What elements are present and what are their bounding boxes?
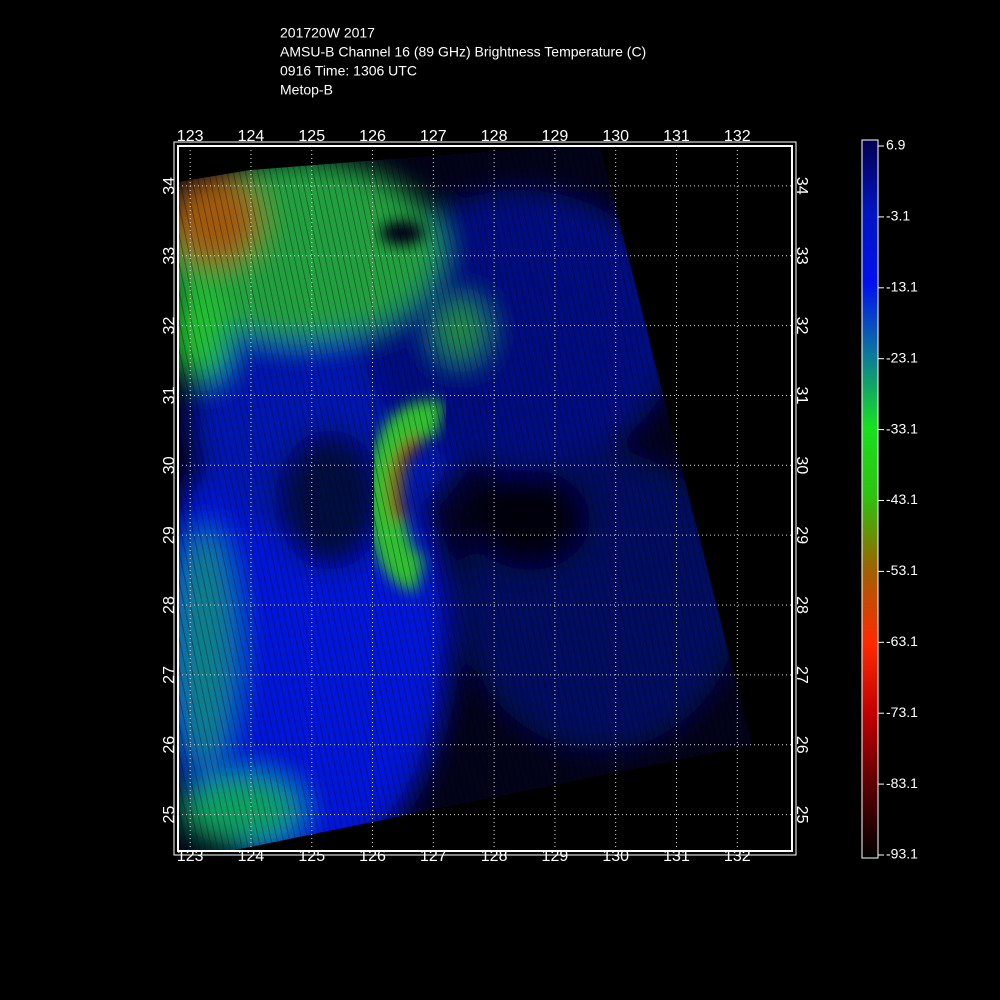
lat-tick-label: 27	[793, 666, 810, 684]
lon-tick-label: 128	[481, 128, 508, 145]
lat-tick-label: 34	[793, 177, 810, 195]
lat-tick-label: 28	[793, 596, 810, 614]
lon-tick-label: 129	[542, 848, 569, 865]
colorbar-tick-label: -3.1	[886, 208, 910, 224]
lat-tick-label: 29	[793, 526, 810, 544]
lon-tick-label: 124	[238, 848, 265, 865]
lat-tick-label: 29	[161, 526, 178, 544]
lon-tick-label: 131	[663, 128, 690, 145]
lat-tick-label: 34	[161, 177, 178, 195]
lat-tick-label: 32	[161, 317, 178, 335]
lon-tick-label: 132	[724, 848, 751, 865]
colorbar-tick-label: -13.1	[886, 279, 918, 295]
lon-tick-label: 124	[238, 128, 265, 145]
lat-tick-label: 26	[793, 736, 810, 754]
lon-tick-label: 131	[663, 848, 690, 865]
lon-tick-label: 123	[177, 128, 204, 145]
lat-tick-label: 33	[161, 247, 178, 265]
imagery	[178, 146, 752, 851]
colorbar	[861, 139, 879, 859]
lon-tick-label: 130	[602, 128, 629, 145]
lon-tick-label: 123	[177, 848, 204, 865]
map-frame	[177, 145, 793, 852]
lon-tick-label: 126	[359, 848, 386, 865]
lon-tick-label: 125	[298, 128, 325, 145]
lon-tick-label: 132	[724, 128, 751, 145]
colorbar-tick-label: -83.1	[886, 775, 918, 791]
lat-tick-label: 26	[161, 736, 178, 754]
lat-tick-label: 31	[793, 387, 810, 405]
colorbar-tick-label: -23.1	[886, 349, 918, 365]
colorbar-tick-label: -53.1	[886, 562, 918, 578]
title-line: 0916 Time: 1306 UTC	[280, 63, 417, 79]
lat-tick-label: 27	[161, 666, 178, 684]
lon-tick-label: 128	[481, 848, 508, 865]
lat-tick-label: 32	[793, 317, 810, 335]
lat-tick-label: 25	[793, 806, 810, 824]
lon-tick-label: 127	[420, 848, 447, 865]
lat-tick-label: 30	[161, 456, 178, 474]
colorbar-tick-label: 6.9	[886, 137, 906, 153]
map-outer-frame	[173, 141, 797, 856]
lat-tick-label: 33	[793, 247, 810, 265]
lat-tick-label: 28	[161, 596, 178, 614]
title-line: 201720W 2017	[280, 25, 375, 41]
lon-tick-label: 130	[602, 848, 629, 865]
lat-tick-label: 31	[161, 386, 178, 404]
colorbar-tick-label: -93.1	[886, 846, 918, 862]
lon-tick-label: 125	[298, 848, 325, 865]
colorbar-tick-label: -73.1	[886, 704, 918, 720]
lat-tick-label: 30	[793, 456, 810, 474]
title-line: AMSU-B Channel 16 (89 GHz) Brightness Te…	[280, 44, 646, 60]
colorbar-tick-label: -63.1	[886, 633, 918, 649]
colorbar-tick-label: -43.1	[886, 491, 918, 507]
lon-tick-label: 127	[420, 128, 447, 145]
title-line: Metop-B	[280, 82, 333, 98]
lat-tick-label: 25	[161, 806, 178, 824]
lon-tick-label: 129	[542, 128, 569, 145]
colorbar-tick-label: -33.1	[886, 420, 918, 436]
lon-tick-label: 126	[359, 128, 386, 145]
